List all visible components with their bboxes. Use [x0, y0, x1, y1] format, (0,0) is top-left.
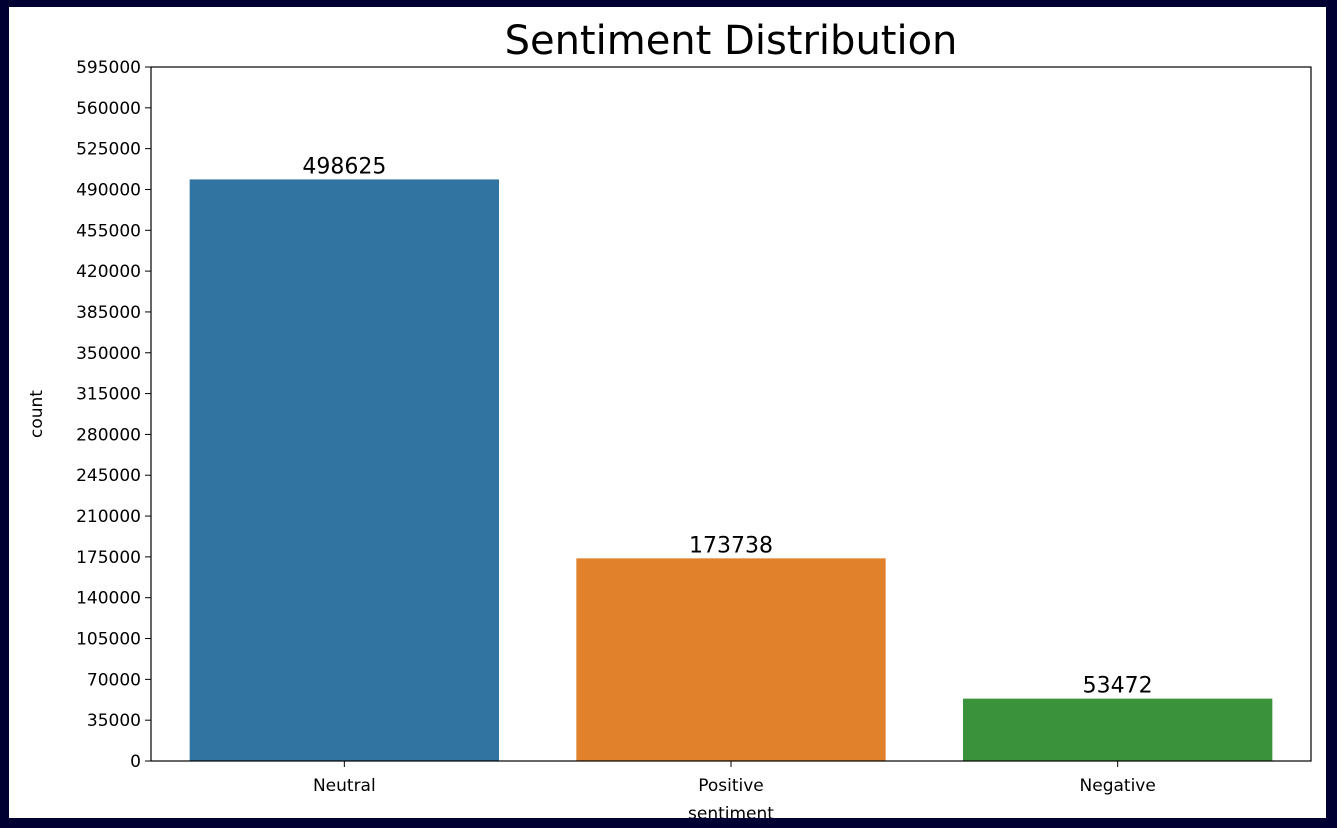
y-tick-label: 210000	[76, 507, 141, 527]
y-tick-label: 175000	[76, 548, 141, 568]
x-tick-label-negative: Negative	[1080, 776, 1156, 796]
y-tick-label: 315000	[76, 385, 141, 405]
data-label-positive: 173738	[689, 533, 773, 558]
y-tick-label: 280000	[76, 425, 141, 445]
y-tick-label: 140000	[76, 589, 141, 609]
plot-area: 498625 Neutral 173738 Positive 53472 Negative…	[76, 58, 1312, 796]
bar-negative	[963, 698, 1273, 761]
y-tick-label: 420000	[76, 262, 141, 282]
bar-positive	[576, 558, 886, 761]
chart-canvas: Sentiment Distribution 498625 Neutral 1737…	[9, 7, 1326, 818]
data-label-neutral: 498625	[302, 154, 386, 179]
y-tick-label: 525000	[76, 140, 141, 160]
plot-frame	[150, 66, 1312, 762]
y-tick-label: 455000	[76, 221, 141, 241]
bar-chart: Sentiment Distribution 498625 Neutral 1737…	[27, 18, 1312, 818]
y-tick-label: 70000	[87, 670, 141, 690]
y-tick-label: 385000	[76, 303, 141, 323]
y-tick-label: 245000	[76, 466, 141, 486]
data-label-negative: 53472	[1083, 674, 1153, 699]
x-tick-label-neutral: Neutral	[313, 776, 376, 796]
y-axis-label: count	[27, 390, 47, 438]
x-tick-label-positive: Positive	[698, 776, 764, 796]
y-tick-label: 350000	[76, 344, 141, 364]
y-tick-label: 560000	[76, 99, 141, 119]
y-tick-label: 0	[130, 752, 141, 772]
y-tick-label: 35000	[87, 711, 141, 731]
x-axis-label: sentiment	[688, 804, 774, 818]
chart-title: Sentiment Distribution	[505, 18, 958, 64]
y-tick-label: 490000	[76, 180, 141, 200]
bar-neutral	[189, 179, 499, 761]
y-tick-label: 105000	[76, 630, 141, 650]
y-tick-label: 595000	[76, 58, 141, 78]
